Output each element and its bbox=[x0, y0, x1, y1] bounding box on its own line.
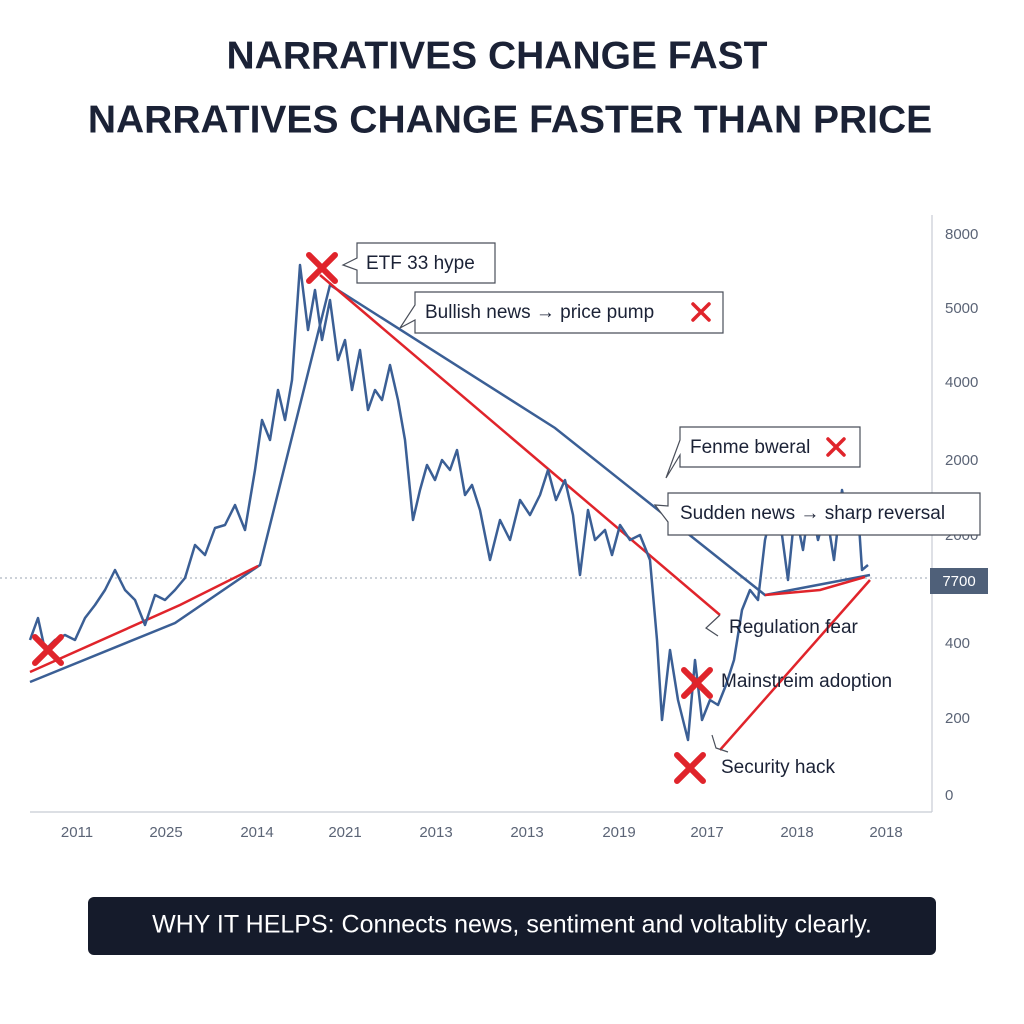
annotation: Mainstreim adoption bbox=[721, 671, 892, 692]
x-tick-label: 2017 bbox=[690, 824, 723, 841]
marker-tag bbox=[930, 568, 988, 594]
x-marks bbox=[32, 252, 713, 784]
marker-label: 7700 bbox=[942, 573, 975, 590]
annotation: Security hack bbox=[721, 757, 836, 778]
callout: Fenme bweral bbox=[690, 437, 810, 458]
x-tick-label: 2013 bbox=[510, 824, 543, 841]
callout-box bbox=[399, 291, 724, 334]
price-line bbox=[28, 263, 869, 742]
callout: Bullish news → price pump bbox=[425, 302, 654, 323]
x-tick-label: 2013 bbox=[419, 824, 452, 841]
x-tick-label: 2011 bbox=[61, 824, 93, 841]
y-tick-label: 200 bbox=[945, 710, 970, 727]
subtitle: NARRATIVES CHANGE FASTER THAN PRICE bbox=[88, 98, 932, 141]
x-tick-label: 2014 bbox=[240, 824, 273, 841]
pointer bbox=[711, 734, 729, 753]
y-tick-label: 4000 bbox=[945, 374, 978, 391]
footer-box bbox=[88, 897, 936, 955]
callout: Sudden news → sharp reversal bbox=[680, 503, 945, 524]
y-tick-label: 0 bbox=[945, 787, 953, 804]
red-trend bbox=[719, 579, 871, 751]
callout-box bbox=[653, 492, 981, 536]
x-tick-label: 2021 bbox=[328, 824, 361, 841]
x-tick-label: 2019 bbox=[602, 824, 635, 841]
callout-box bbox=[665, 426, 861, 479]
callout-box bbox=[341, 242, 496, 284]
red-trend bbox=[764, 575, 866, 597]
footer-text: WHY IT HELPS: Connects news, sentiment a… bbox=[152, 911, 872, 939]
title: NARRATIVES CHANGE FAST bbox=[227, 34, 768, 77]
x-labels: 2011 2025 2014 2021 2013 2013 2019 2017 2018 2018 bbox=[61, 824, 903, 841]
x-tick-label: 2018 bbox=[780, 824, 813, 841]
y-tick-label: 2000 bbox=[945, 452, 978, 469]
callout-icon bbox=[691, 302, 711, 322]
pointer bbox=[705, 614, 721, 637]
x-tick-label: 2025 bbox=[149, 824, 182, 841]
y-tick-label: 5000 bbox=[945, 300, 978, 317]
red-trend bbox=[319, 274, 721, 616]
callout: ETF 33 hype bbox=[366, 253, 475, 274]
x-tick-label: 2018 bbox=[869, 824, 902, 841]
y-tick-label: 400 bbox=[945, 635, 970, 652]
red-trend bbox=[29, 564, 259, 674]
callout-icon bbox=[826, 437, 846, 457]
annotation: Regulation fear bbox=[729, 617, 859, 638]
y-tick-label: 8000 bbox=[945, 226, 978, 243]
